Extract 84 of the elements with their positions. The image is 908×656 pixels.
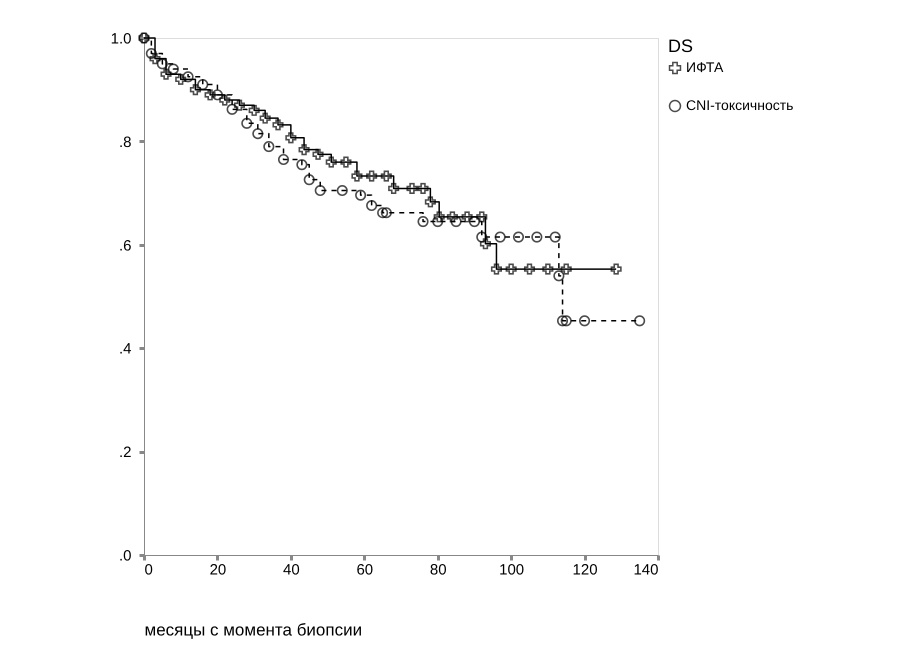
point (550, 232, 561, 243)
x-tick-label: 100 (499, 562, 524, 578)
point (610, 264, 622, 275)
legend-label: ИФТА (686, 59, 724, 75)
x-tick-label: 140 (633, 562, 658, 578)
point (248, 104, 260, 116)
point (560, 315, 572, 326)
y-tick-label: .4 (118, 340, 132, 358)
point (634, 315, 646, 326)
x-tick-label: 20 (210, 562, 226, 578)
x-tick-label: 40 (283, 562, 300, 578)
point (462, 211, 473, 222)
point (468, 216, 480, 228)
point (149, 53, 161, 64)
point (285, 132, 296, 144)
point (553, 270, 564, 282)
point (494, 232, 506, 243)
point (417, 182, 429, 194)
point (366, 200, 378, 212)
point (366, 170, 378, 182)
point (579, 315, 590, 326)
point (340, 156, 352, 168)
x-tick-label: 120 (572, 562, 598, 578)
point (380, 207, 392, 218)
legend-title: DS (668, 36, 694, 56)
y-tick-label: .0 (118, 548, 132, 564)
point (450, 216, 462, 228)
point (480, 238, 491, 250)
point (182, 71, 194, 82)
point (156, 58, 168, 70)
point (476, 211, 488, 222)
point (160, 68, 172, 80)
point (260, 112, 271, 124)
y-tick-label: 1.0 (110, 30, 132, 48)
point (336, 184, 348, 196)
point (296, 159, 308, 170)
point (312, 148, 324, 160)
point (168, 63, 179, 75)
point (252, 128, 264, 140)
point (417, 216, 429, 228)
point (278, 154, 290, 166)
x-tick-label: 60 (356, 562, 374, 578)
point (380, 170, 392, 182)
point (524, 264, 536, 275)
point (406, 182, 418, 194)
point (298, 144, 310, 156)
point (377, 207, 388, 218)
point (219, 94, 230, 106)
y-tick-label: .2 (118, 444, 132, 462)
point (446, 211, 458, 222)
point (542, 264, 554, 275)
point (197, 78, 208, 90)
point (212, 89, 223, 100)
y-tick-label: .8 (118, 134, 132, 151)
point (314, 184, 326, 196)
point (190, 84, 201, 96)
point (506, 264, 517, 275)
point (434, 211, 445, 222)
point (204, 89, 216, 100)
point (263, 141, 274, 152)
point (355, 190, 366, 201)
point (424, 196, 436, 208)
point (234, 100, 245, 111)
point (557, 315, 568, 326)
point (531, 232, 542, 243)
legend-label: CNI-токсичность (686, 97, 794, 113)
point (432, 216, 444, 228)
point (560, 264, 572, 275)
point (476, 232, 488, 243)
point (146, 48, 157, 60)
point (512, 232, 524, 243)
x-tick-label: 80 (430, 562, 447, 578)
point (388, 182, 400, 194)
y-tick-label: .6 (118, 237, 132, 254)
point (351, 170, 362, 182)
point (490, 264, 502, 275)
point (326, 156, 337, 168)
x-axis-title: месяцы с момента биопсии (144, 620, 362, 640)
point (226, 104, 238, 115)
point (272, 119, 284, 130)
point (241, 118, 252, 129)
point (175, 74, 186, 85)
point (304, 174, 315, 186)
x-tick-label: 0 (144, 562, 153, 578)
